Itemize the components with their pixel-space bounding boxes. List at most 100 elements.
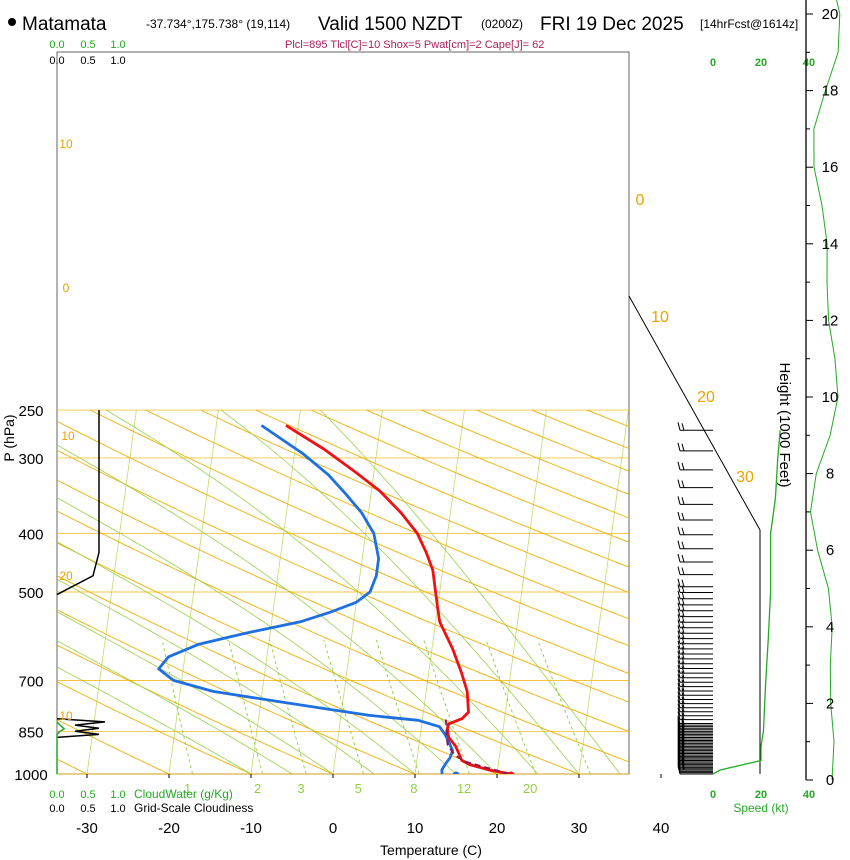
surface-dewpoint xyxy=(452,771,460,774)
wind-barb-feather xyxy=(677,665,681,674)
wind-barb-feather xyxy=(677,655,681,664)
mixing-ratio-label: 3 xyxy=(297,781,304,796)
dry-adiabat--10 xyxy=(57,681,252,774)
wind-barb-feather xyxy=(681,696,685,704)
wind-barb-feather xyxy=(681,497,685,505)
wind-barb-feather xyxy=(677,596,681,605)
wind-barb-feather xyxy=(677,674,681,683)
pressure-tick-label: 1000 xyxy=(14,767,47,784)
mixing-ratio-label: 8 xyxy=(410,781,417,796)
wind-barb-feather xyxy=(677,511,681,521)
wind-barb-feather xyxy=(681,631,685,639)
indices-line: Plcl=895 Tlcl[C]=10 Shox=5 Pwat[cm]=2 Ca… xyxy=(285,39,544,51)
wind-barb-feather xyxy=(681,480,685,488)
x-axis-title: Temperature (C) xyxy=(380,842,482,858)
y-axis-title: P (hPa) xyxy=(1,414,17,461)
cloudwater-top-tick: 0.5 xyxy=(80,39,95,51)
x-tick-label: 10 xyxy=(407,820,424,837)
wind-barb-feather xyxy=(681,462,685,471)
wind-barb-feather xyxy=(681,541,685,549)
wind-barb-feather xyxy=(681,641,685,650)
wind-barb-feather xyxy=(677,707,681,716)
speed-top-tick: 0 xyxy=(710,57,716,69)
cloudwater-legend: CloudWater (g/Kg) xyxy=(134,787,233,801)
wind-barb-feather xyxy=(677,602,681,611)
speed-bottom-tick: 0 xyxy=(710,789,716,801)
height-tick-label: 12 xyxy=(822,312,839,329)
x-tick-label: 0 xyxy=(329,820,337,837)
moist-adiabat-label: 10 xyxy=(59,137,73,151)
wind-barb-feather xyxy=(681,646,685,655)
wind-barb-feather xyxy=(677,526,681,535)
station-name: Matamata xyxy=(22,14,107,35)
moist-adiabat-label: 20 xyxy=(59,569,73,583)
cloudwater-bottom-tick: 0.0 xyxy=(49,789,64,801)
wind-barb-feather xyxy=(681,656,685,664)
cloudiness-top-tick: 0.5 xyxy=(80,55,95,67)
speed-bottom-tick: 20 xyxy=(755,789,767,801)
height-tick-label: 8 xyxy=(826,466,834,483)
wind-barb-feather xyxy=(677,461,681,471)
dry-adiabat-label: 0 xyxy=(636,192,645,209)
mixing-ratio-30 xyxy=(537,639,591,774)
wind-barb-feather xyxy=(677,640,681,650)
dry-adiabat-label: 30 xyxy=(736,469,754,486)
mixing-ratio-label: 1 xyxy=(184,781,191,796)
wind-barb-feather xyxy=(681,651,685,660)
isotherm-30 xyxy=(578,410,629,774)
moist-adiabat-label: 10 xyxy=(59,709,73,723)
wind-barb-feather xyxy=(681,692,685,700)
moist-adiabat-10 xyxy=(57,541,416,774)
x-tick-label: 40 xyxy=(653,820,670,837)
height-tick-label: 0 xyxy=(826,772,834,789)
pressure-tick-label: 400 xyxy=(18,526,43,543)
speed-axis-title: Speed (kt) xyxy=(733,801,788,815)
moist-adiabat-35 xyxy=(320,409,621,774)
wind-barb-feather xyxy=(677,635,681,644)
isotherm-20 xyxy=(496,410,547,774)
wind-speed-profile xyxy=(712,430,781,775)
mixing-ratio-8 xyxy=(375,639,420,774)
wind-barb-feather xyxy=(677,687,681,696)
title-group: Matamata -37.734°,175.738° (19,114) Vali… xyxy=(8,14,798,51)
cloudiness-trace xyxy=(56,410,100,596)
wind-barb-feather xyxy=(681,527,685,535)
mixing-ratio-label: 5 xyxy=(355,781,362,796)
surface-temperature xyxy=(507,771,515,774)
height-tick-label: 2 xyxy=(826,695,834,712)
dry-adiabat-90 xyxy=(145,409,629,620)
wind-barb-feather xyxy=(677,496,681,505)
dry-adiabat-label: 20 xyxy=(697,389,715,406)
isotherm-0 xyxy=(332,410,383,774)
x-tick-label: -30 xyxy=(76,820,98,837)
wind-barb-feather xyxy=(677,578,681,587)
cloudiness-top-tick: 0.0 xyxy=(49,55,64,67)
wind-barb-feather xyxy=(681,688,685,696)
moist-adiabat--5 xyxy=(57,640,293,774)
isotherm--10 xyxy=(250,410,301,774)
wind-barb-feather xyxy=(677,584,681,593)
wind-barb-feather xyxy=(681,683,685,692)
station-coords: -37.734°,175.738° (19,114) xyxy=(146,17,290,31)
speed-bottom-tick: 40 xyxy=(803,789,815,801)
moist-adiabat-label: 10 xyxy=(61,429,75,443)
pressure-tick-label: 500 xyxy=(18,585,43,602)
x-tick-label: 20 xyxy=(489,820,506,837)
wind-barb-feather xyxy=(677,540,681,549)
moist-adiabat-30 xyxy=(220,409,580,774)
wind-barb-feather xyxy=(677,711,681,720)
station-dot xyxy=(8,18,16,26)
wind-barb-feather xyxy=(677,479,681,488)
speed-top-tick: 40 xyxy=(803,57,815,69)
wind-barb-feather xyxy=(677,669,681,678)
cloudiness-top-tick: 1.0 xyxy=(110,55,125,67)
wind-barb-feather xyxy=(681,679,685,687)
dry-adiabat-120 xyxy=(311,409,629,543)
cloudwater-top-tick: 0.0 xyxy=(49,39,64,51)
height-tick-label: 4 xyxy=(826,619,834,636)
height-tick-label: 18 xyxy=(822,83,839,100)
dry-adiabat--20 xyxy=(57,719,170,774)
dry-adiabat-label: 10 xyxy=(651,309,669,326)
mixing-ratio-2 xyxy=(228,639,264,774)
